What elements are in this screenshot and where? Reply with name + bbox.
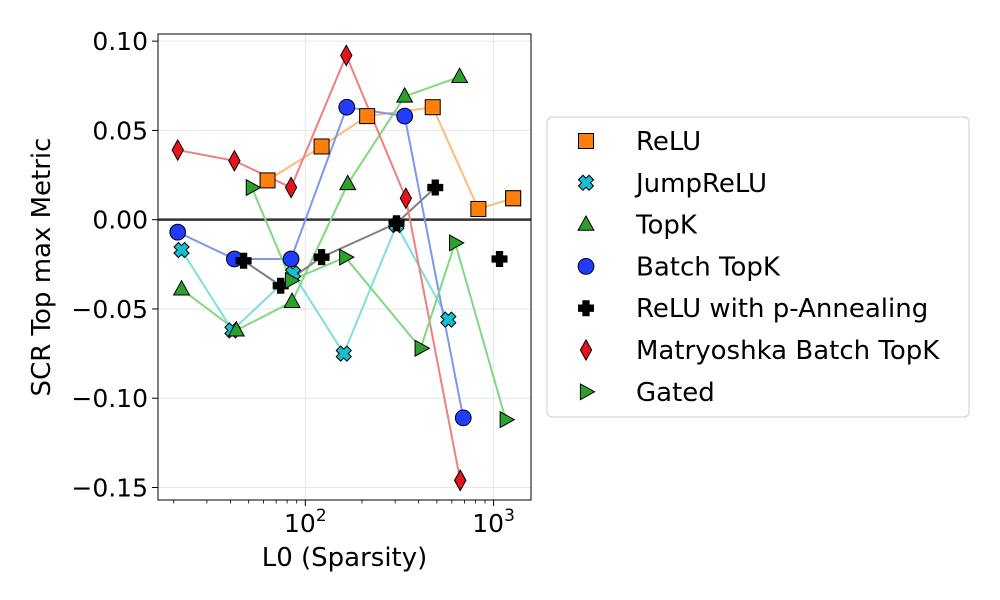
gated-data-point [499,410,516,429]
legend-frame [546,116,970,418]
jumprelu-data-point [335,345,352,362]
topk-data-point [283,292,301,308]
x-tick-label: 103 [472,506,515,538]
relu-data-point [505,190,522,207]
gated-data-point [245,178,262,197]
gated-data-point [284,271,301,290]
legend-label-topk: TopK [635,211,698,241]
topk-data-point [227,320,246,337]
y-tick-label: −0.05 [71,295,148,324]
legend-label-relu-with-p-annealing: ReLU with p-Annealing [636,294,928,324]
relu-with-p-annealing-data-point [491,250,508,267]
gated-data-point [449,234,465,252]
relu-with-p-annealing-data-point [427,179,444,196]
legend: ReLU JumpReLU TopK Batch TopK ReLU with p-An… [546,116,970,418]
legend-marker-relu-with-p-annealing [578,300,594,317]
batch-topk-data-point [396,107,414,125]
batch-topk-data-point [454,409,472,427]
gated-data-point [414,339,431,357]
relu-with-p-annealing-data-point [235,252,252,269]
topk-data-point [395,86,414,103]
axis-layer: 0.10 0.05 0.00 −0.05 −0.10 −0.15 102 103 [71,27,515,538]
relu-with-p-annealing-data-point [272,277,289,294]
legend-marker-matryoshka-batch-topk [579,338,593,362]
series-layer [169,44,522,492]
batch-topk-data-point [169,223,187,241]
topk-data-point [172,279,191,296]
gated-data-point [339,248,355,266]
batch-topk-series-line [177,106,465,419]
legend-label-gated: Gated [636,378,715,408]
jumprelu-series-line [180,224,450,355]
jumprelu-data-point [173,241,190,259]
relu-with-p-annealing-data-point [313,249,330,266]
legend-marker-gated [579,383,596,401]
matryoshka-batch-topk-data-point [171,138,184,162]
y-tick-label: −0.15 [71,474,148,503]
relu-data-point [313,138,330,155]
legend-label-batch-topk: Batch TopK [636,252,781,282]
gated-series-line [250,187,507,420]
y-tick-label: −0.10 [71,384,148,413]
legend-marker-relu [578,133,594,149]
batch-topk-data-point [282,250,300,268]
legend-label-matryoshka-batch-topk: Matryoshka Batch TopK [636,336,940,366]
x-tick-label: 102 [284,506,327,538]
relu-data-point [424,99,441,116]
series-markers [169,44,522,492]
relu-data-point [259,172,276,189]
y-tick-label: 0.00 [92,206,148,235]
legend-marker-jumprelu [577,174,595,192]
topk-data-point [450,67,469,83]
y-tick-label: 0.05 [92,116,148,145]
relu-with-p-annealing-data-point [388,215,405,232]
y-axis-label: SCR Top max Metric [27,138,57,397]
relu-data-point [470,200,487,217]
topk-series-line [180,75,460,332]
batch-topk-data-point [338,98,356,116]
y-tick-label: 0.10 [92,27,148,56]
matryoshka-batch-topk-data-point [399,187,413,210]
matryoshka-batch-topk-data-point [228,149,241,172]
legend-label-relu: ReLU [636,127,701,157]
legend-marker-batch-topk [577,258,595,275]
legend-marker-topk [577,214,595,231]
matryoshka-batch-topk-data-point [284,176,298,199]
matryoshka-batch-topk-data-point [340,44,353,67]
matryoshka-batch-topk-series-line [177,54,462,481]
plot-frame [157,33,532,501]
relu-data-point [359,108,376,125]
jumprelu-data-point [440,311,457,328]
x-axis-label: L0 (Sparsity) [262,543,428,573]
legend-label-jumprelu: JumpReLU [634,169,767,199]
topk-data-point [339,174,357,191]
matryoshka-batch-topk-data-point [454,469,467,492]
